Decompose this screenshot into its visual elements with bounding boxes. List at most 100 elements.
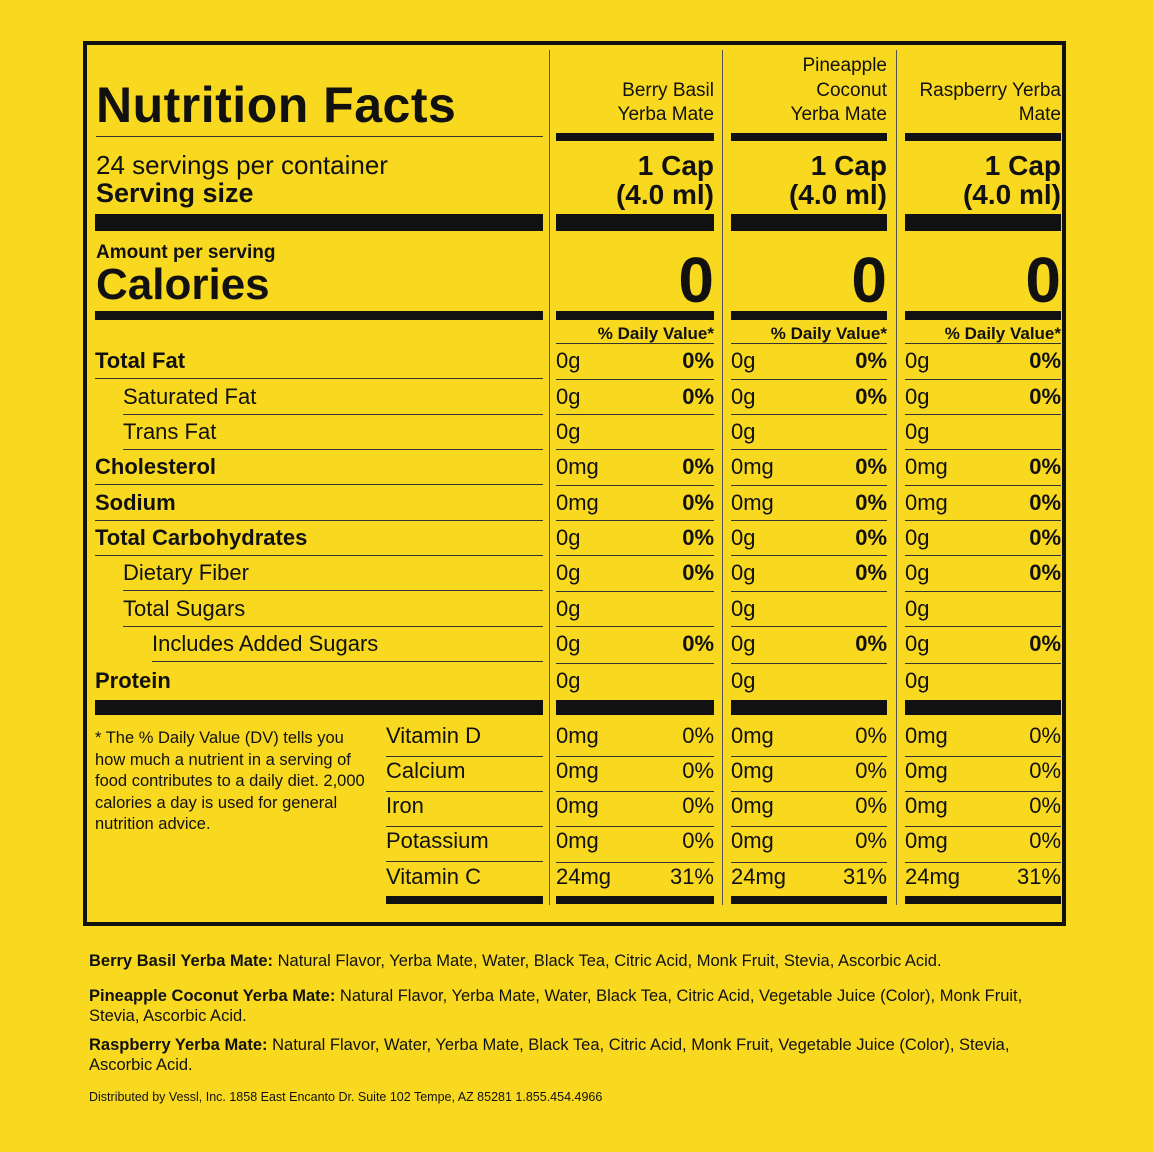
nutrient-amount: 0g <box>556 384 581 409</box>
row-divider <box>386 826 543 827</box>
nutrient-label: Total Fat <box>95 348 186 373</box>
product-name-line: Raspberry Yerba <box>919 80 1061 101</box>
row-divider <box>905 626 1061 627</box>
vitamin-amount: 0mg <box>731 723 774 748</box>
nutrient-daily-value: 0% <box>682 560 714 585</box>
nutrient-daily-value: 0% <box>855 525 887 550</box>
row-divider <box>731 862 887 863</box>
row-divider <box>905 862 1061 863</box>
nutrient-label: Total Sugars <box>123 596 246 621</box>
nutrient-amount: 0mg <box>556 490 599 515</box>
ingredient-product-label: Berry Basil Yerba Mate: <box>89 952 274 970</box>
row-divider <box>556 826 714 827</box>
nutrition-facts-panel <box>83 41 1066 926</box>
thick-divider <box>95 214 543 231</box>
nutrient-daily-value: 0% <box>855 348 887 373</box>
nutrient-amount: 0g <box>556 560 581 585</box>
thick-divider <box>731 214 887 231</box>
nutrient-amount: 0mg <box>556 454 599 479</box>
nutrient-amount: 0g <box>731 631 756 656</box>
row-divider <box>556 414 714 415</box>
product-name-line: Pineapple <box>802 55 887 76</box>
medium-divider <box>905 311 1061 320</box>
nutrient-daily-value: 0% <box>682 348 714 373</box>
vitamin-amount: 0mg <box>556 828 599 853</box>
row-divider <box>556 756 714 757</box>
column-separator <box>722 50 723 905</box>
daily-value-header: % Daily Value* <box>770 324 887 343</box>
nutrient-daily-value: 0% <box>1029 348 1061 373</box>
medium-divider <box>556 311 714 320</box>
thick-divider <box>95 700 543 715</box>
daily-value-header: % Daily Value* <box>597 324 714 343</box>
bottom-bar <box>386 896 543 904</box>
row-divider <box>731 520 887 521</box>
nutrient-amount: 0mg <box>731 454 774 479</box>
servings-per-container: 24 servings per container <box>96 150 388 180</box>
nutrient-daily-value: 0% <box>1029 454 1061 479</box>
nutrient-daily-value: 0% <box>855 454 887 479</box>
vitamin-amount: 24mg <box>905 864 961 889</box>
distributor-info: Distributed by Vessl, Inc. 1858 East Enc… <box>89 1090 603 1104</box>
vitamin-daily-value: 31% <box>1016 864 1061 889</box>
ingredient-statement: Raspberry Yerba Mate: Natural Flavor, Wa… <box>89 1035 1069 1075</box>
daily-value-header: % Daily Value* <box>944 324 1061 343</box>
thick-divider <box>905 133 1061 141</box>
nutrient-amount: 0g <box>556 348 581 373</box>
row-divider <box>731 379 887 380</box>
vitamin-daily-value: 0% <box>682 793 714 818</box>
product-name-line: Mate <box>1018 104 1061 125</box>
medium-divider <box>731 311 887 320</box>
calories-value: 0 <box>851 244 887 316</box>
nutrient-label: Saturated Fat <box>123 384 257 409</box>
vitamin-amount: 0mg <box>556 793 599 818</box>
ingredient-list: Natural Flavor, Yerba Mate, Water, Black… <box>273 952 942 970</box>
thick-divider <box>731 133 887 141</box>
row-divider <box>731 555 887 556</box>
vitamin-amount: 0mg <box>905 793 948 818</box>
row-divider <box>731 591 887 592</box>
nutrient-amount: 0g <box>731 596 756 621</box>
nutrient-amount: 0g <box>556 668 581 693</box>
nutrient-label: Sodium <box>95 490 176 515</box>
row-divider <box>556 862 714 863</box>
row-divider <box>556 343 714 344</box>
row-divider <box>731 826 887 827</box>
vitamin-daily-value: 0% <box>1029 828 1061 853</box>
calories-value: 0 <box>1025 244 1061 316</box>
calories-value: 0 <box>678 244 714 316</box>
vitamin-daily-value: 0% <box>682 828 714 853</box>
nutrient-amount: 0g <box>905 419 930 444</box>
amount-per-serving: Amount per serving <box>96 242 276 263</box>
row-divider <box>905 555 1061 556</box>
nutrient-amount: 0g <box>905 348 930 373</box>
nutrient-label: Dietary Fiber <box>123 560 249 585</box>
nutrient-daily-value: 0% <box>682 490 714 515</box>
vitamin-daily-value: 0% <box>855 828 887 853</box>
nutrient-amount: 0g <box>556 525 581 550</box>
nutrient-amount: 0g <box>905 525 930 550</box>
ingredient-product-label: Raspberry Yerba Mate: <box>89 1036 268 1054</box>
thick-divider <box>905 214 1061 231</box>
row-divider <box>123 590 543 591</box>
vitamin-daily-value: 0% <box>855 793 887 818</box>
serving-size-label: Serving size <box>96 178 254 208</box>
nutrient-amount: 0g <box>731 560 756 585</box>
row-divider <box>95 555 543 556</box>
row-divider <box>386 791 543 792</box>
row-divider <box>731 663 887 664</box>
row-divider <box>905 520 1061 521</box>
nutrient-daily-value: 0% <box>855 384 887 409</box>
nutrient-amount: 0mg <box>731 490 774 515</box>
row-divider <box>731 414 887 415</box>
row-divider <box>905 343 1061 344</box>
nutrition-facts-title: Nutrition Facts <box>96 77 457 133</box>
row-divider <box>731 626 887 627</box>
serving-size-value: 1 Cap <box>810 150 887 181</box>
product-name-line: Coconut <box>816 80 887 101</box>
row-divider <box>123 626 543 627</box>
vitamin-label: Potassium <box>386 828 489 853</box>
nutrient-amount: 0g <box>731 668 756 693</box>
column-separator <box>896 50 897 905</box>
thick-divider <box>556 214 714 231</box>
